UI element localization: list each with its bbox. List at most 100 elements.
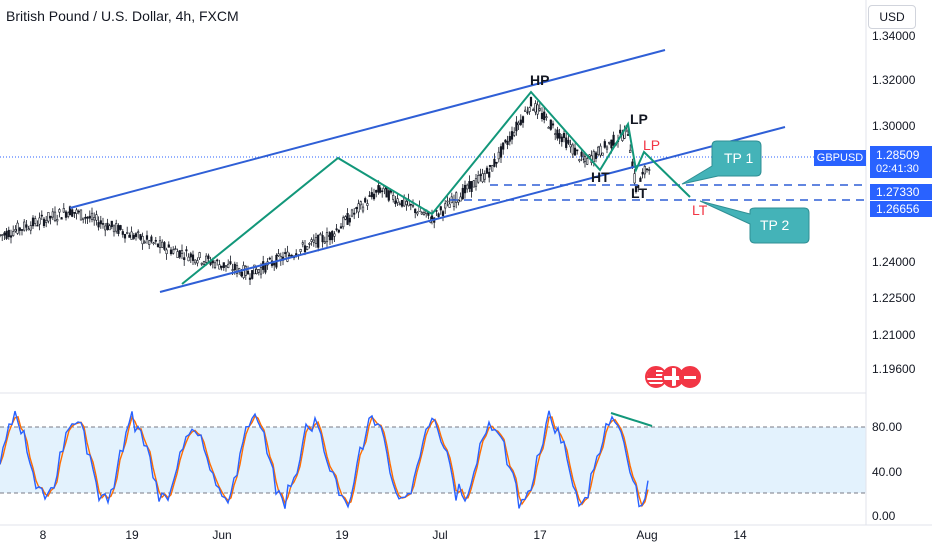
- candle-body: [488, 171, 491, 178]
- candle-body: [420, 212, 423, 215]
- wave-pattern-line[interactable]: [181, 90, 691, 285]
- candle-body: [375, 189, 378, 193]
- candle-body: [629, 149, 632, 153]
- label-lp-red: LP: [643, 137, 660, 153]
- candle-body: [359, 201, 362, 206]
- candle-body: [549, 119, 552, 130]
- channel-lower-line[interactable]: [159, 126, 786, 293]
- candle-body: [82, 217, 85, 220]
- time-tick: 19: [335, 528, 349, 542]
- candle-body: [34, 218, 37, 224]
- price-tick: 1.22500: [872, 291, 916, 305]
- candle-body: [586, 158, 589, 165]
- candle-body: [396, 198, 399, 203]
- candle-body: [68, 206, 72, 216]
- candle-body: [64, 211, 68, 218]
- candle-body: [47, 212, 50, 222]
- stoch-divergence-line[interactable]: [610, 412, 653, 427]
- candle-body: [53, 211, 57, 221]
- candle-body: [560, 136, 563, 143]
- time-tick: Jun: [212, 528, 232, 542]
- uk-flag-icon[interactable]: [662, 366, 684, 388]
- stoch-d-line: [0, 415, 649, 508]
- candle-body: [312, 239, 315, 243]
- candle-body: [357, 203, 360, 213]
- candle-body: [93, 217, 96, 221]
- candle-body: [459, 196, 462, 202]
- candle-body: [448, 203, 451, 208]
- candle-body: [422, 211, 426, 215]
- candle-body: [36, 224, 39, 227]
- candle-body: [196, 260, 199, 264]
- candle-body: [643, 166, 646, 175]
- candle-body: [562, 132, 566, 138]
- candle-body: [567, 139, 570, 144]
- level-2-tag: 1.26656: [870, 201, 932, 217]
- candle-body: [483, 173, 486, 180]
- candle-body: [251, 270, 254, 279]
- tp2-callout[interactable]: [699, 200, 810, 244]
- candle-body: [504, 139, 507, 143]
- currency-button[interactable]: USD: [868, 5, 916, 29]
- candle-body: [348, 217, 351, 223]
- candle-body: [594, 152, 598, 159]
- candle-body: [5, 230, 8, 239]
- candle-body: [472, 180, 475, 188]
- label-lp: LP: [630, 111, 648, 127]
- candle-body: [176, 251, 179, 259]
- tp1-callout[interactable]: [681, 140, 762, 185]
- candle-body: [321, 235, 324, 243]
- candle-body: [130, 231, 133, 240]
- candle-body: [1, 234, 4, 236]
- event-flag-icon[interactable]: [679, 366, 701, 388]
- candle-body: [134, 233, 138, 237]
- candle-body: [172, 249, 175, 254]
- candle-body: [364, 198, 367, 203]
- candle-body: [493, 158, 496, 167]
- candle-body: [308, 243, 311, 245]
- channel-upper-line[interactable]: [69, 49, 666, 209]
- candle-body: [510, 131, 514, 140]
- candle-body: [216, 259, 219, 262]
- price-tick: 1.21000: [872, 328, 916, 342]
- candle-body: [536, 104, 539, 115]
- candle-body: [409, 203, 412, 206]
- candle-body: [75, 209, 78, 214]
- bar-countdown: 02:41:30: [876, 163, 919, 175]
- candle-body: [62, 208, 65, 213]
- label-ht: HT: [591, 169, 610, 185]
- candle-body: [222, 262, 225, 268]
- candle-body: [58, 209, 61, 213]
- candle-body: [165, 249, 168, 255]
- candle-body: [154, 239, 157, 242]
- candle-body: [163, 242, 166, 250]
- candle-body: [439, 206, 442, 211]
- candle-body: [185, 249, 188, 252]
- candle-body: [84, 216, 87, 219]
- candle-body: [88, 215, 91, 219]
- candle-body: [119, 225, 122, 230]
- candle-body: [337, 229, 340, 233]
- label-hp: HP: [530, 72, 549, 88]
- price-tick: 1.19600: [872, 362, 916, 376]
- candle-body: [350, 209, 354, 217]
- candle-body: [515, 121, 518, 132]
- candle-body: [619, 129, 622, 134]
- candle-body: [97, 222, 100, 228]
- candle-body: [470, 181, 473, 192]
- economic-events[interactable]: [645, 366, 701, 390]
- candle-body: [189, 253, 192, 258]
- candle-body: [583, 156, 587, 162]
- candle-body: [488, 165, 492, 167]
- candle-body: [257, 269, 260, 273]
- candle-body: [603, 141, 606, 148]
- candle-body: [169, 249, 173, 255]
- candle-body: [56, 219, 59, 222]
- candle-body: [191, 254, 195, 261]
- candle-body: [441, 211, 445, 216]
- candle-body: [468, 181, 471, 189]
- candle-body: [637, 184, 640, 188]
- candle-body: [538, 108, 541, 111]
- candle-body: [569, 144, 572, 148]
